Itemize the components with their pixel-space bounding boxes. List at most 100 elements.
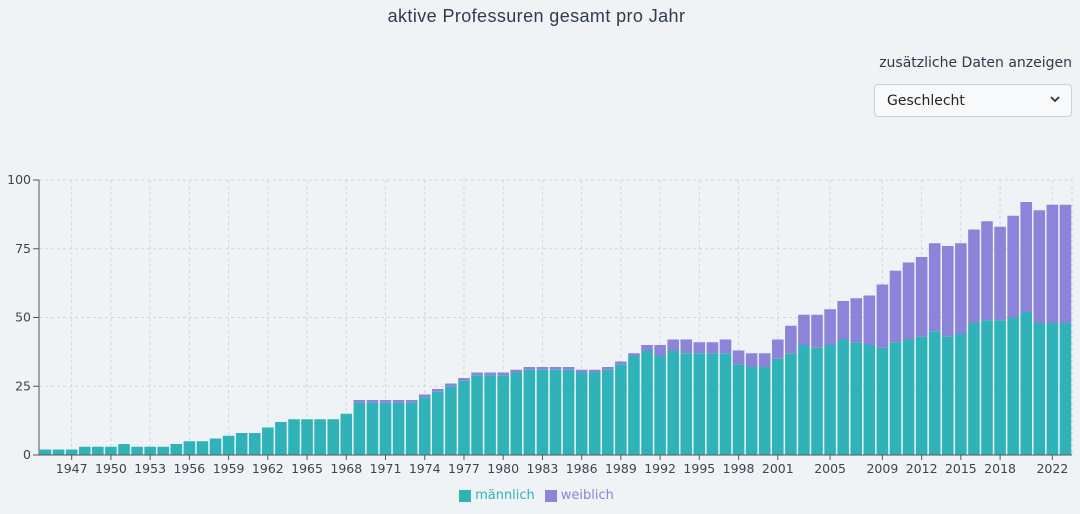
legend-item-weiblich[interactable]: weiblich: [544, 488, 614, 503]
bar-weiblich: [615, 361, 627, 365]
x-tick-label: 1989: [605, 461, 637, 476]
bar-maennlich: [471, 375, 483, 455]
data-select-dropdown[interactable]: Geschlecht: [874, 84, 1072, 117]
bar-weiblich: [445, 383, 457, 387]
bar-weiblich: [497, 372, 509, 376]
bar-weiblich: [968, 229, 980, 323]
bar-weiblich: [510, 369, 523, 373]
bar-weiblich: [693, 342, 706, 354]
bar-maennlich: [680, 353, 693, 455]
bar-maennlich: [588, 372, 601, 455]
bar-maennlich: [1020, 312, 1033, 455]
bar-maennlich: [118, 444, 130, 455]
bar-maennlich: [745, 367, 758, 455]
y-tick-label: 75: [15, 241, 31, 256]
bar-weiblich: [955, 243, 967, 334]
select-value: Geschlecht: [887, 92, 965, 109]
legend-label-weiblich: weiblich: [560, 488, 614, 503]
bar-weiblich: [575, 369, 588, 373]
bar-weiblich: [484, 372, 496, 376]
bar-weiblich: [379, 400, 392, 403]
x-tick-label: 1971: [370, 461, 402, 476]
bar-weiblich: [928, 243, 941, 332]
bar-weiblich: [772, 339, 784, 359]
legend-item-maennlich[interactable]: männlich: [459, 488, 535, 503]
bar-maennlich: [850, 342, 863, 455]
bar-weiblich: [418, 394, 431, 398]
bar-maennlich: [654, 356, 666, 455]
bar-weiblich: [353, 400, 366, 403]
bar-weiblich: [745, 353, 758, 367]
bar-weiblich: [981, 221, 993, 321]
x-tick-label: 1998: [723, 461, 755, 476]
bar-maennlich: [301, 419, 313, 455]
bar-maennlich: [209, 438, 222, 455]
x-tick-label: 2015: [945, 461, 977, 476]
bar-maennlich: [196, 441, 209, 455]
bar-maennlich: [628, 356, 640, 455]
bar-maennlich: [497, 375, 509, 455]
x-tick-label: 1959: [213, 461, 245, 476]
bar-maennlich: [366, 402, 379, 455]
bar-maennlich: [798, 345, 810, 455]
bar-maennlich: [92, 446, 104, 455]
bar-weiblich: [405, 400, 418, 403]
bar-maennlich: [536, 369, 549, 455]
bar-maennlich: [706, 353, 719, 455]
x-tick-label: 2001: [762, 461, 794, 476]
bar-maennlich: [902, 339, 915, 455]
bar-maennlich: [1046, 323, 1059, 455]
bar-maennlich: [458, 380, 470, 455]
bar-weiblich: [941, 246, 954, 337]
bar-maennlich: [667, 350, 679, 455]
bar-maennlich: [549, 369, 562, 455]
bar-weiblich: [850, 298, 863, 343]
bar-maennlich: [994, 320, 1006, 455]
bar-maennlich: [693, 353, 706, 455]
x-tick-label: 2005: [814, 461, 846, 476]
bar-maennlich: [941, 336, 954, 455]
bar-weiblich: [785, 325, 797, 354]
bar-weiblich: [876, 284, 889, 348]
y-tick-label: 0: [23, 447, 31, 462]
bar-maennlich: [641, 350, 653, 455]
x-tick-label: 1974: [409, 461, 441, 476]
bar-weiblich: [458, 378, 470, 381]
bar-weiblich: [667, 339, 679, 351]
bar-maennlich: [732, 364, 745, 455]
bar-maennlich: [562, 369, 575, 455]
bar-weiblich: [1020, 202, 1033, 312]
bar-weiblich: [392, 400, 405, 403]
x-tick-label: 2022: [1036, 461, 1068, 476]
bar-maennlich: [876, 347, 889, 455]
bar-weiblich: [602, 367, 614, 370]
x-tick-label: 2012: [906, 461, 938, 476]
bar-weiblich: [654, 345, 666, 356]
bar-maennlich: [392, 402, 405, 455]
bar-weiblich: [1033, 210, 1046, 323]
bar-maennlich: [183, 441, 196, 455]
bar-maennlich: [928, 331, 941, 455]
bar-maennlich: [602, 369, 614, 455]
bar-maennlich: [222, 435, 235, 455]
x-tick-label: 1980: [487, 461, 519, 476]
bar-maennlich: [837, 339, 849, 455]
bar-maennlich: [445, 386, 457, 455]
legend-swatch-weiblich: [544, 489, 557, 502]
bar-maennlich: [131, 446, 143, 455]
bar-maennlich: [340, 413, 353, 455]
bar-maennlich: [1007, 317, 1019, 455]
bar-maennlich: [144, 446, 156, 455]
bar-maennlich: [379, 402, 392, 455]
bar-maennlich: [418, 397, 431, 455]
bar-maennlich: [510, 372, 523, 455]
additional-data-label: zusätzliche Daten anzeigen: [879, 55, 1072, 71]
bar-maennlich: [262, 427, 274, 455]
bar-maennlich: [432, 391, 444, 455]
bar-maennlich: [275, 422, 287, 455]
bar-weiblich: [523, 367, 536, 370]
bar-maennlich: [824, 345, 836, 455]
bar-weiblich: [994, 226, 1006, 321]
x-tick-label: 1953: [134, 461, 166, 476]
bar-maennlich: [968, 323, 980, 455]
